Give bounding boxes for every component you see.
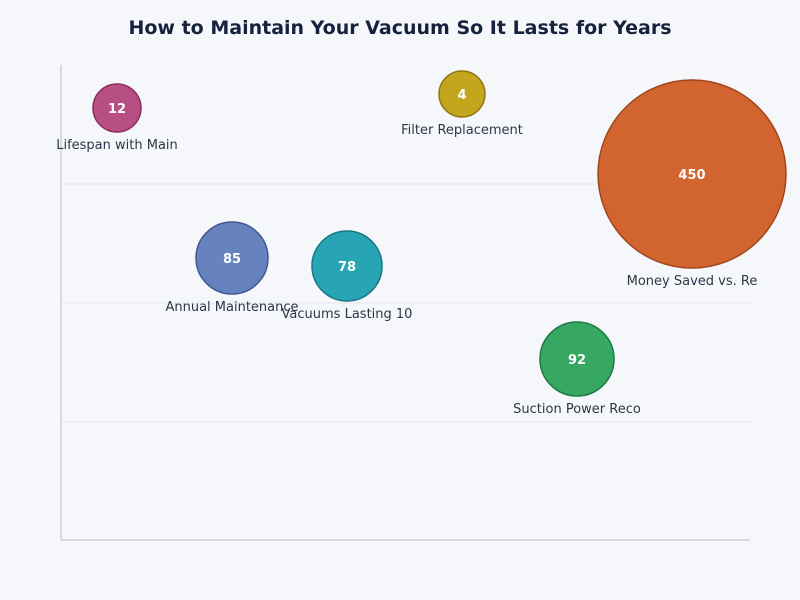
bubble: 78 Vacuums Lasting 10 bbox=[282, 230, 413, 322]
bubble-label: Money Saved vs. Re bbox=[627, 274, 758, 289]
bubble-circle bbox=[311, 230, 383, 302]
bubble-label: Filter Replacement bbox=[401, 123, 523, 138]
bubble-circle bbox=[597, 79, 787, 269]
bubble: 4 Filter Replacement bbox=[401, 70, 523, 138]
bubble-value: 4 bbox=[457, 88, 466, 103]
bubble-circle bbox=[195, 221, 269, 295]
bubble: 450 Money Saved vs. Re bbox=[597, 79, 787, 289]
chart-title: How to Maintain Your Vacuum So It Lasts … bbox=[128, 17, 671, 39]
bubble-value: 450 bbox=[678, 168, 705, 183]
bubble-value: 92 bbox=[568, 353, 586, 368]
bubble-label: Lifespan with Main bbox=[56, 138, 178, 153]
bubble-circle bbox=[438, 70, 486, 118]
bubble: 12 Lifespan with Main bbox=[56, 83, 178, 153]
bubble-value: 85 bbox=[223, 252, 241, 267]
bubble-label: Suction Power Reco bbox=[513, 402, 641, 417]
bubble-label: Vacuums Lasting 10 bbox=[282, 307, 413, 322]
axes bbox=[60, 65, 750, 541]
bubble-circle bbox=[539, 321, 615, 397]
bubble: 92 Suction Power Reco bbox=[513, 321, 641, 417]
bubble-label: Annual Maintenance bbox=[165, 300, 298, 315]
bubble-value: 78 bbox=[338, 260, 356, 275]
bubble-value: 12 bbox=[108, 102, 126, 117]
bubble-circle bbox=[92, 83, 142, 133]
bubble: 85 Annual Maintenance bbox=[165, 221, 299, 315]
